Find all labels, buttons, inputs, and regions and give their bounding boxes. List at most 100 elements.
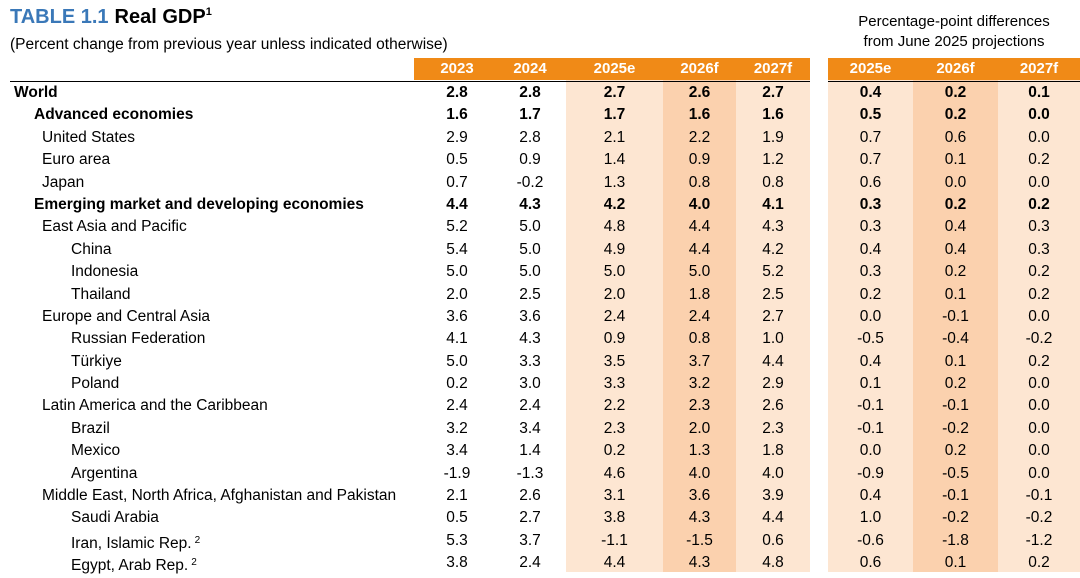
header-bar-left	[414, 58, 810, 80]
cell-2025e: 4.6	[603, 464, 626, 482]
row-label-text: Iran, Islamic Rep.	[71, 534, 192, 552]
diff-cell-2027f: 0.0	[1028, 173, 1050, 191]
cell-2026f: 0.8	[688, 330, 711, 348]
cell-2025e: 3.1	[603, 487, 626, 505]
row-label: Argentina	[71, 463, 137, 485]
diff-cell-2025e: 0.6	[859, 173, 882, 191]
shade-2026f	[663, 58, 736, 572]
diff-cell-2025e: 0.4	[859, 240, 882, 258]
cell-2024: 1.4	[519, 442, 541, 460]
cell-2026f: 3.6	[688, 487, 711, 505]
cell-2024: 2.7	[519, 509, 541, 527]
table-title: TABLE 1.1 Real GDP1	[10, 6, 212, 29]
row-label: Saudi Arabia	[71, 507, 159, 529]
cell-2024: 4.3	[519, 330, 541, 348]
diff-cell-2025e: 0.6	[859, 554, 882, 572]
diff-cell-2027f: 0.0	[1028, 375, 1050, 393]
diff-cell-2026f: 0.2	[944, 375, 967, 393]
diff-cell-2025e: 0.1	[859, 375, 882, 393]
cell-2023: 1.6	[446, 106, 468, 124]
cell-2023: 4.1	[446, 330, 468, 348]
diff-cell-2027f: -1.2	[1025, 531, 1053, 549]
diff-cell-2027f: 0.2	[1028, 554, 1050, 572]
row-label-text: Thailand	[71, 285, 131, 303]
cell-2024: 3.0	[519, 375, 541, 393]
cell-2025e: 4.8	[603, 218, 626, 236]
diff-cell-2027f: 0.0	[1028, 397, 1050, 415]
table-row: Brazil 3.2 3.4 2.3 2.0 2.3 -0.1 -0.2 0.0	[0, 418, 1080, 440]
row-label: Advanced economies	[34, 104, 193, 126]
diff-cell-2026f: 0.1	[944, 151, 967, 169]
cell-2024: 5.0	[519, 218, 541, 236]
diff-cell-2025e: -0.9	[857, 464, 884, 482]
cell-2026f: 4.0	[688, 195, 711, 213]
diff-cell-2025e: -0.6	[857, 531, 884, 549]
cell-2027f: 2.7	[762, 84, 784, 101]
row-label: Türkiye	[71, 351, 122, 373]
diff-cell-2026f: -1.8	[942, 531, 969, 549]
row-label-text: Latin America and the Caribbean	[42, 397, 268, 415]
diff-header-line2: from June 2025 projections	[863, 33, 1045, 50]
diff-cell-2025e: 0.3	[859, 195, 882, 213]
cell-2023: 5.0	[446, 352, 468, 370]
row-label: Europe and Central Asia	[42, 306, 210, 328]
cell-2026f: 4.0	[688, 464, 711, 482]
cell-2023: 2.9	[446, 128, 468, 146]
row-footnote: 2	[194, 534, 201, 546]
table-title-text: Real GDP	[114, 6, 206, 28]
table-row: United States 2.9 2.8 2.1 2.2 1.9 0.7 0.6 0.0	[0, 127, 1080, 149]
diff-cell-2026f: 0.2	[944, 106, 967, 124]
cell-2025e: 3.8	[603, 509, 626, 527]
cell-2027f: 0.6	[762, 531, 784, 549]
shade-diff-2027f	[998, 58, 1080, 572]
diff-cell-2027f: -0.2	[1025, 330, 1053, 348]
cell-2023: 0.5	[446, 151, 468, 169]
row-label-text: Europe and Central Asia	[42, 307, 211, 325]
shade-diff-2025e	[828, 58, 913, 572]
row-label-text: Poland	[71, 375, 120, 393]
cell-2023: 2.4	[446, 397, 468, 415]
table-row: Thailand 2.0 2.5 2.0 1.8 2.5 0.2 0.1 0.2	[0, 284, 1080, 306]
row-label-text: East Asia and Pacific	[42, 218, 187, 236]
cell-2026f: 4.3	[688, 554, 711, 572]
cell-2027f: 2.7	[762, 307, 784, 325]
diff-col-header-2025e: 2025e	[849, 60, 892, 77]
diff-cell-2025e: -0.1	[857, 397, 884, 415]
cell-2025e: 0.2	[603, 442, 626, 460]
cell-2026f: 0.9	[688, 151, 711, 169]
diff-cell-2027f: 0.2	[1028, 285, 1050, 303]
diff-cell-2027f: 0.0	[1028, 419, 1050, 437]
table-row: Poland 0.2 3.0 3.3 3.2 2.9 0.1 0.2 0.0	[0, 373, 1080, 395]
cell-2024: 3.3	[519, 352, 541, 370]
cell-2025e: 3.3	[603, 375, 626, 393]
row-label-text: Saudi Arabia	[71, 509, 159, 527]
cell-2024: 2.6	[519, 487, 541, 505]
cell-2025e: 1.4	[603, 151, 626, 169]
row-label: Emerging market and developing economies	[34, 194, 364, 216]
table-row: Argentina -1.9 -1.3 4.6 4.0 4.0 -0.9 -0.5 0.0	[0, 463, 1080, 485]
cell-2027f: 4.4	[762, 352, 784, 370]
diff-cell-2025e: 0.4	[859, 84, 882, 101]
cell-2025e: 2.3	[603, 419, 626, 437]
diff-cell-2026f: 0.1	[944, 285, 967, 303]
diff-cell-2027f: -0.1	[1025, 487, 1053, 505]
diff-cell-2027f: -0.2	[1025, 509, 1053, 527]
cell-2024: 1.7	[519, 106, 541, 124]
diff-cell-2027f: 0.0	[1028, 442, 1050, 460]
cell-2027f: 4.8	[762, 554, 784, 572]
col-header-2024: 2024	[513, 60, 547, 77]
diff-cell-2027f: 0.2	[1028, 195, 1050, 213]
row-label-text: Russian Federation	[71, 330, 206, 348]
header-rule	[10, 81, 810, 82]
table-row: Türkiye 5.0 3.3 3.5 3.7 4.4 0.4 0.1 0.2	[0, 351, 1080, 373]
col-header-2025e: 2025e	[593, 60, 636, 77]
diff-cell-2026f: 0.1	[944, 554, 967, 572]
row-label-text: Japan	[42, 173, 85, 191]
diff-cell-2025e: -0.1	[857, 419, 884, 437]
table-row: Mexico 3.4 1.4 0.2 1.3 1.8 0.0 0.2 0.0	[0, 440, 1080, 462]
cell-2023: 3.6	[446, 307, 468, 325]
row-label-text: Advanced economies	[34, 106, 194, 124]
diff-cell-2027f: 0.2	[1028, 151, 1050, 169]
table-row: East Asia and Pacific 5.2 5.0 4.8 4.4 4.3 0.3 0…	[0, 216, 1080, 238]
cell-2027f: 1.6	[762, 106, 784, 124]
